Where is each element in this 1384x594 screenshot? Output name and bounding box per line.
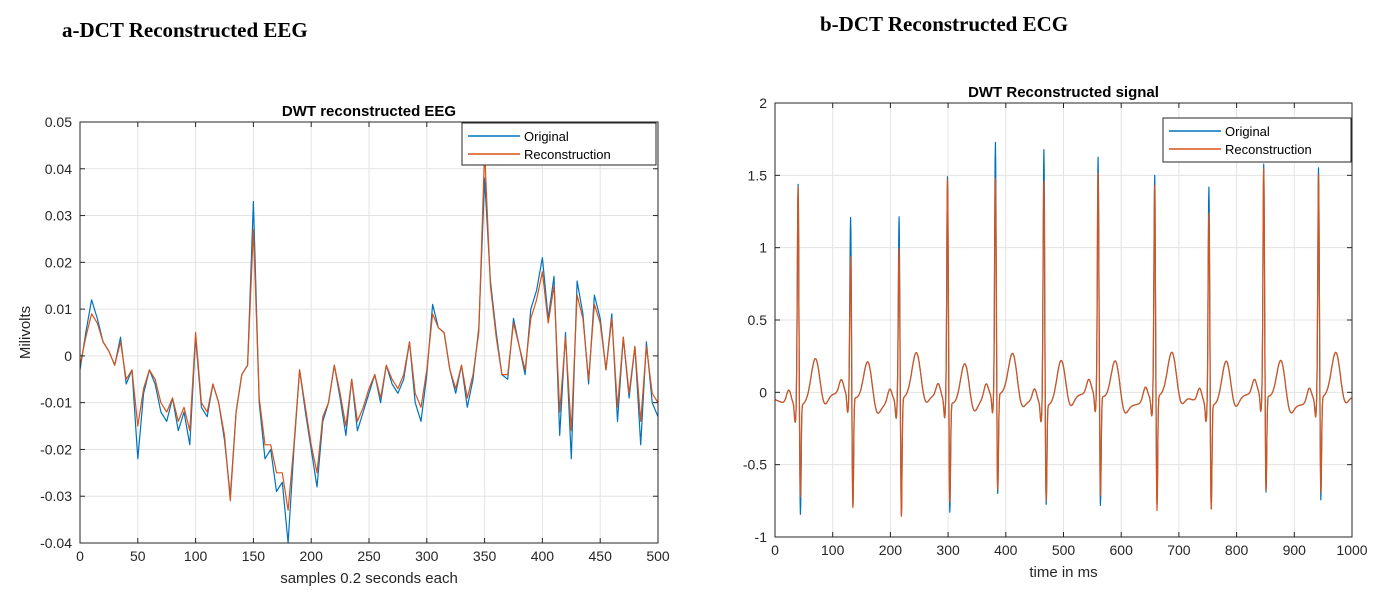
y-tick-label: 0.05 xyxy=(45,114,72,130)
x-tick-label: 0 xyxy=(771,542,779,558)
x-tick-label: 50 xyxy=(130,548,146,564)
y-tick-label: 0.5 xyxy=(748,312,768,328)
x-tick-label: 100 xyxy=(184,548,208,564)
panel-b-caption: b-DCT Reconstructed ECG xyxy=(820,12,1069,36)
x-tick-label: 900 xyxy=(1283,542,1307,558)
legend-label-reconstruction: Reconstruction xyxy=(1225,142,1312,157)
y-tick-label: -1 xyxy=(755,529,768,545)
x-tick-label: 250 xyxy=(357,548,381,564)
x-tick-label: 700 xyxy=(1167,542,1191,558)
x-tick-label: 600 xyxy=(1110,542,1134,558)
x-tick-label: 200 xyxy=(300,548,324,564)
x-tick-label: 150 xyxy=(242,548,266,564)
y-tick-label: 0.04 xyxy=(45,161,72,177)
legend-box xyxy=(461,122,657,166)
y-tick-label: 2 xyxy=(759,95,767,111)
panel-a-caption: a-DCT Reconstructed EEG xyxy=(62,18,308,42)
x-tick-label: 1000 xyxy=(1336,542,1367,558)
x-tick-label: 500 xyxy=(646,548,670,564)
chart-title: DWT Reconstructed signal xyxy=(968,84,1159,101)
x-tick-label: 200 xyxy=(879,542,903,558)
series-line-original xyxy=(79,177,659,544)
legend-box xyxy=(1162,117,1352,163)
legend-label-reconstruction: Reconstruction xyxy=(524,147,611,162)
x-tick-label: 400 xyxy=(531,548,555,564)
x-tick-label: 100 xyxy=(821,542,845,558)
x-tick-label: 800 xyxy=(1225,542,1249,558)
x-tick-label: 350 xyxy=(473,548,497,564)
series-line-reconstruction xyxy=(774,167,1353,517)
chart-title: DWT reconstructed EEG xyxy=(282,103,456,120)
y-tick-label: 0.01 xyxy=(45,301,72,317)
y-tick-label: 1 xyxy=(759,240,767,256)
x-tick-label: 300 xyxy=(936,542,960,558)
y-axis-label: Milivolts xyxy=(17,306,34,359)
y-tick-label: 0 xyxy=(759,384,767,400)
x-tick-label: 500 xyxy=(1052,542,1076,558)
y-tick-label: 0.02 xyxy=(45,254,72,270)
x-axis-label: time in ms xyxy=(1029,564,1097,581)
y-tick-label: -0.03 xyxy=(40,488,72,504)
x-tick-label: 400 xyxy=(994,542,1018,558)
x-axis-label: samples 0.2 seconds each xyxy=(280,570,458,587)
x-tick-label: 0 xyxy=(76,548,84,564)
y-tick-label: -0.5 xyxy=(743,457,767,473)
legend-label-original: Original xyxy=(1225,124,1270,139)
y-tick-label: -0.04 xyxy=(40,535,72,551)
legend-label-original: Original xyxy=(524,129,569,144)
y-tick-label: 1.5 xyxy=(748,167,768,183)
y-tick-label: -0.01 xyxy=(40,395,72,411)
x-tick-label: 450 xyxy=(589,548,613,564)
eeg-chart: 0 50 100 150 200 250 300 350 400 450 500 -0.04 -0.03… xyxy=(17,103,670,587)
series-line-reconstruction xyxy=(79,149,659,511)
x-tick-label: 300 xyxy=(415,548,439,564)
y-tick-label: 0 xyxy=(64,348,72,364)
y-tick-label: 0.03 xyxy=(45,208,72,224)
ecg-chart: 0 100 200 300 400 500 600 700 800 900 1000 -1 -0.5 0 0… xyxy=(743,84,1368,581)
y-tick-label: -0.02 xyxy=(40,441,72,457)
